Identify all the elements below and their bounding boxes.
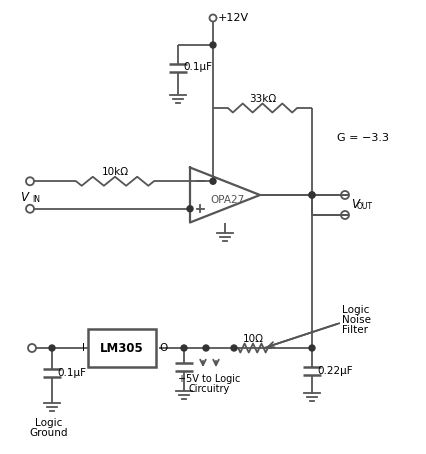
Text: V: V: [20, 191, 28, 204]
Text: Ground: Ground: [30, 428, 68, 438]
Circle shape: [202, 345, 208, 351]
Text: IN: IN: [32, 195, 40, 204]
Text: +12V: +12V: [218, 13, 248, 23]
Circle shape: [308, 192, 314, 198]
Text: O: O: [158, 343, 167, 353]
Circle shape: [187, 206, 193, 212]
Circle shape: [308, 345, 314, 351]
Circle shape: [308, 192, 314, 198]
Circle shape: [181, 345, 187, 351]
Text: LM305: LM305: [100, 341, 144, 355]
Text: Logic: Logic: [341, 305, 368, 315]
Text: +5V to Logic: +5V to Logic: [177, 374, 239, 384]
Text: OUT: OUT: [356, 202, 372, 211]
Text: 10kΩ: 10kΩ: [101, 167, 128, 177]
Circle shape: [230, 345, 236, 351]
Text: V: V: [350, 198, 358, 211]
Text: Noise: Noise: [341, 315, 370, 325]
Text: G = −3.3: G = −3.3: [336, 133, 388, 143]
Text: I: I: [82, 343, 85, 353]
Text: 10Ω: 10Ω: [242, 334, 263, 344]
Text: 0.1μF: 0.1μF: [57, 368, 86, 378]
Text: 0.22μF: 0.22μF: [316, 365, 352, 375]
Text: Logic: Logic: [35, 418, 63, 428]
Text: Circuitry: Circuitry: [188, 384, 229, 394]
Text: Filter: Filter: [341, 325, 367, 335]
Circle shape: [210, 178, 216, 184]
Text: 33kΩ: 33kΩ: [248, 94, 276, 104]
Text: OPA27: OPA27: [210, 195, 245, 205]
Text: 0.1μF: 0.1μF: [183, 63, 211, 73]
FancyBboxPatch shape: [88, 329, 155, 367]
Circle shape: [210, 42, 216, 48]
Circle shape: [49, 345, 55, 351]
